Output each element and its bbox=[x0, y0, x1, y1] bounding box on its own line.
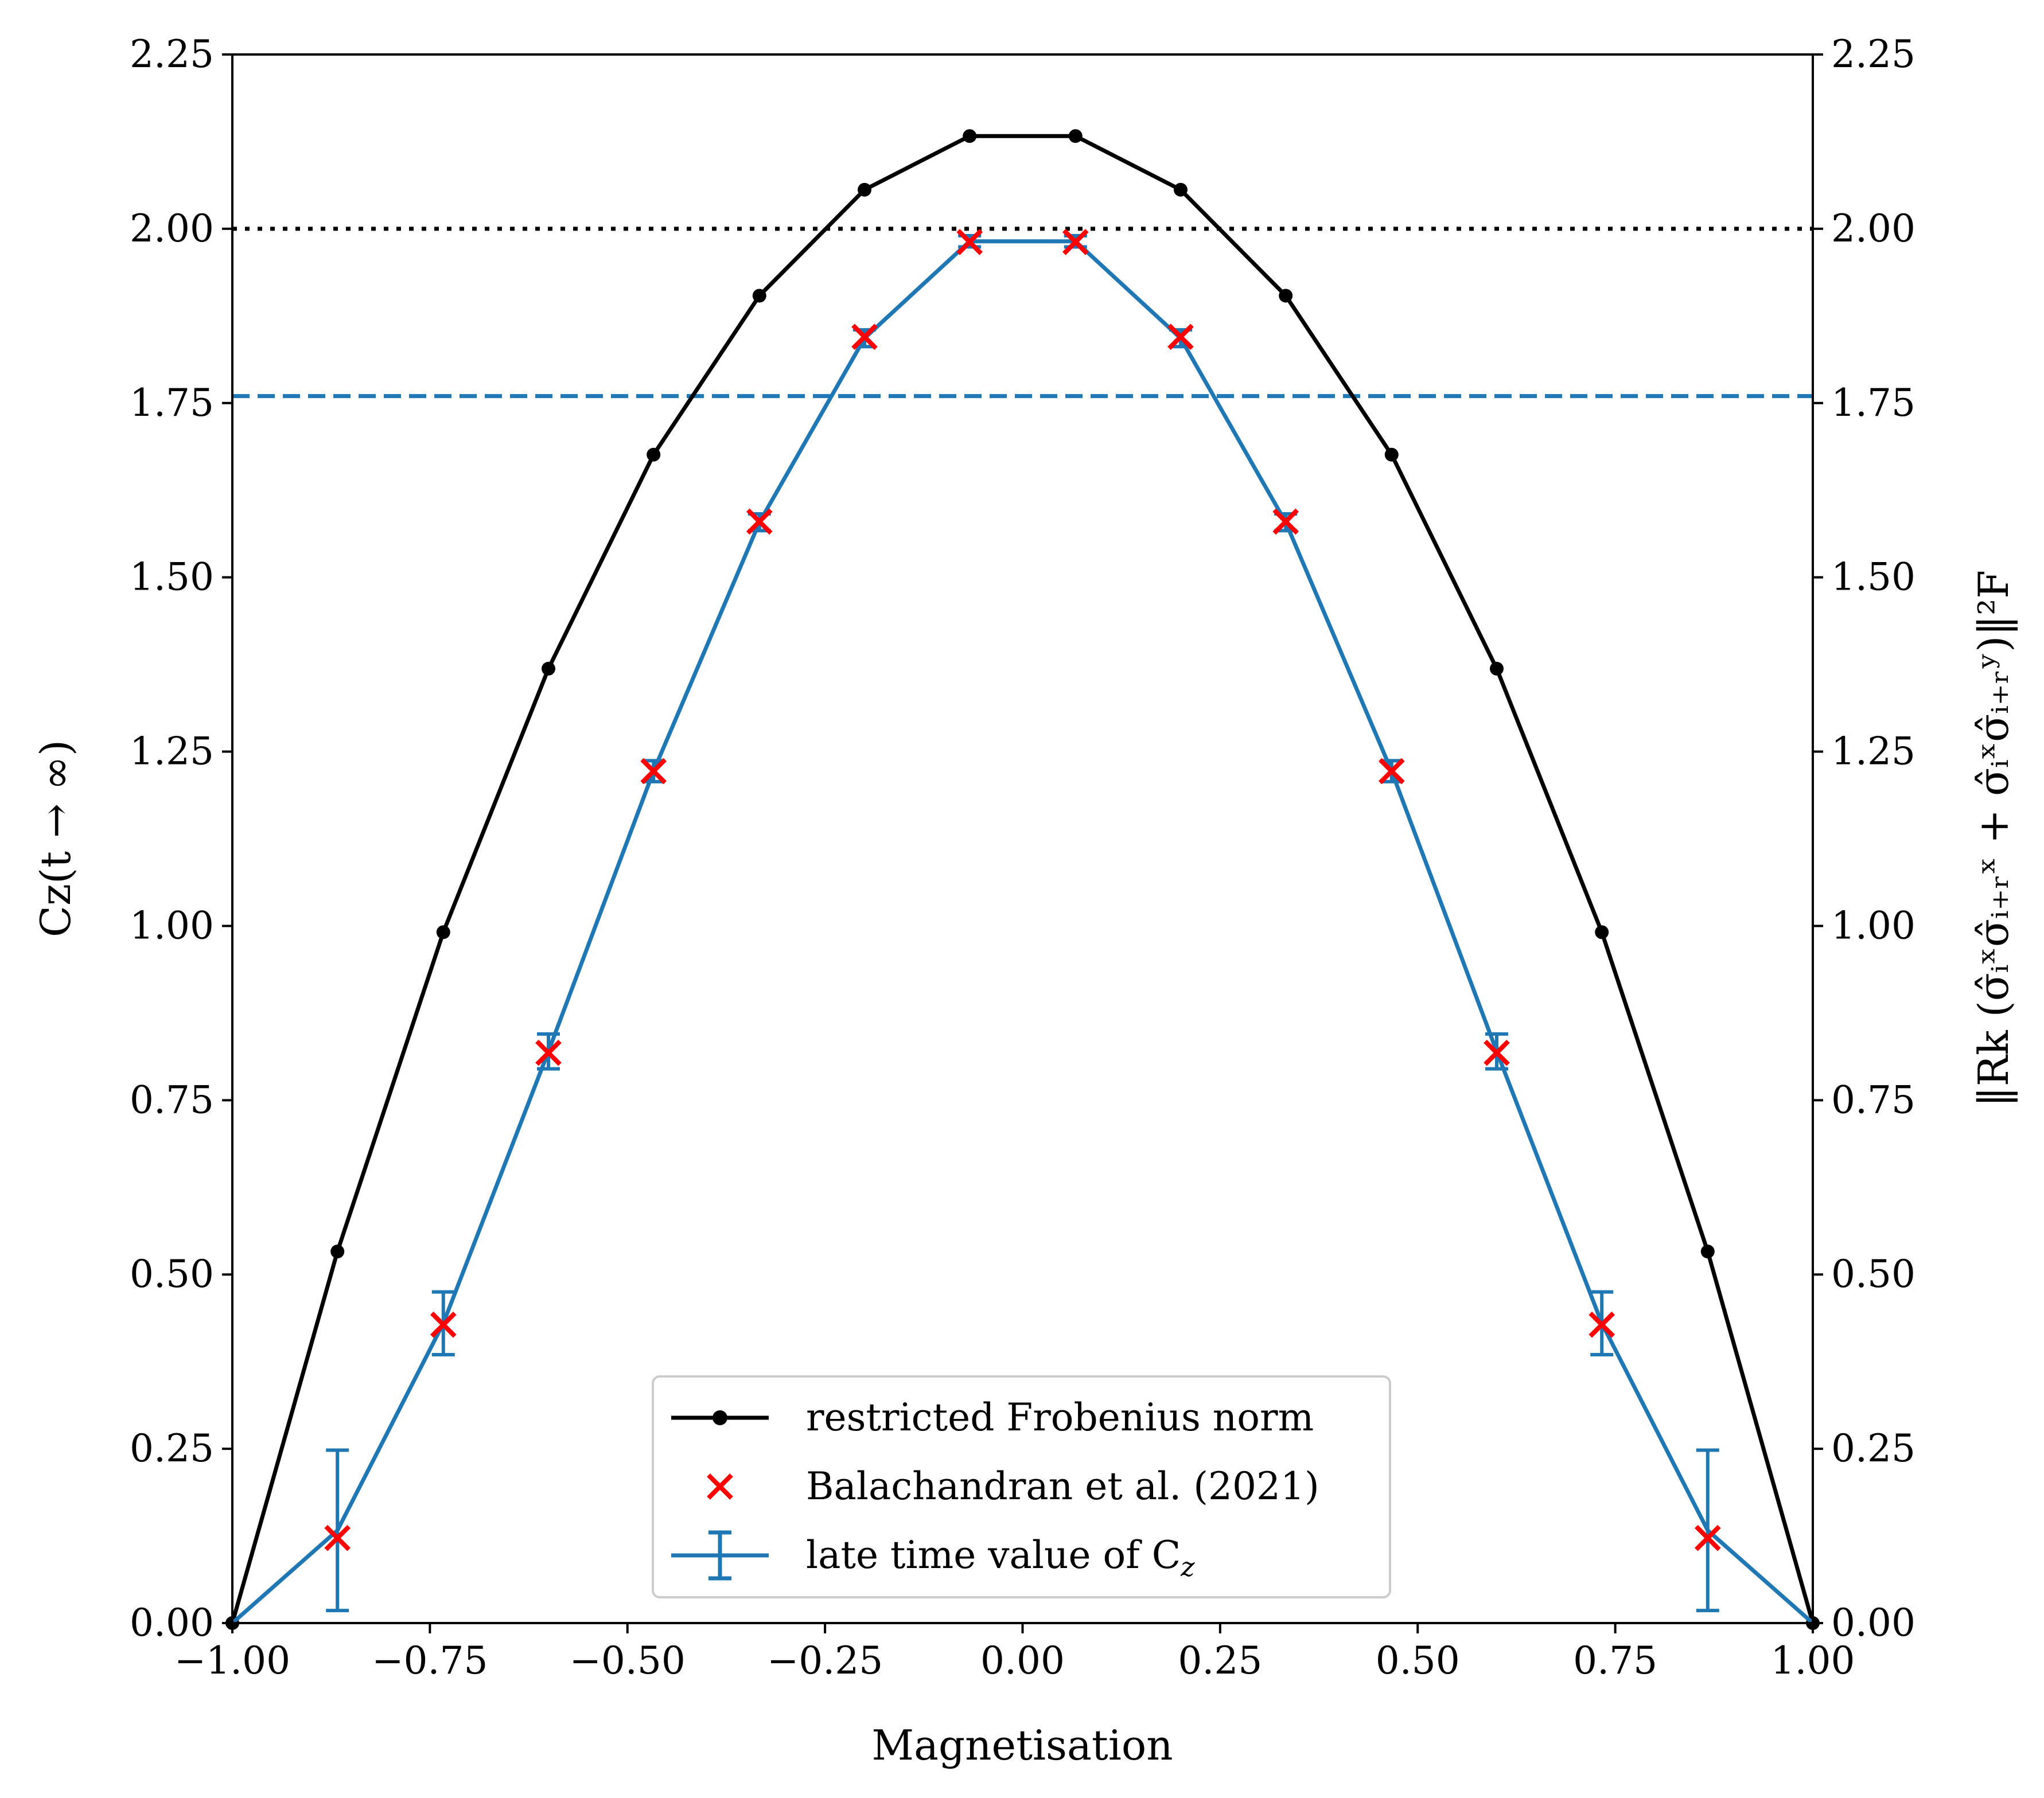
y-tick-label-right-3: 0.75 bbox=[1831, 1078, 1915, 1122]
y-tick-label-left-9: 2.25 bbox=[130, 32, 214, 76]
y-tick-label-left-5: 1.25 bbox=[130, 730, 214, 774]
y-tick-label-left-0: 0.00 bbox=[130, 1601, 214, 1645]
point-frobenius-11 bbox=[1384, 447, 1399, 462]
y-tick-label-left-4: 1.00 bbox=[130, 903, 214, 947]
axis-ticks: −1.00 −0.75 −0.50 −0.25 0.00 0.25 0.50 0.75 1.00… bbox=[130, 32, 1915, 1683]
y-tick-label-left-3: 0.75 bbox=[130, 1078, 214, 1122]
y-tick-label-left-8: 2.00 bbox=[130, 206, 214, 251]
point-balachandran-2 bbox=[535, 1039, 562, 1066]
legend-marker-balachandran bbox=[707, 1473, 733, 1500]
point-frobenius-14 bbox=[1700, 1245, 1715, 1259]
legend-entry-balachandran: Balachandran et al. (2021) bbox=[707, 1464, 1319, 1508]
point-frobenius-1 bbox=[330, 1245, 345, 1259]
point-balachandran-13 bbox=[1694, 1524, 1721, 1551]
point-frobenius-13 bbox=[1595, 925, 1609, 939]
y-tick-label-right-2: 0.50 bbox=[1831, 1252, 1915, 1296]
point-frobenius-2 bbox=[436, 925, 450, 939]
y-axis-right-title: ‖Rk (σ̂ᵢˣσ̂ᵢ₊ᵣˣ + σ̂ᵢˣσ̂ᵢ₊ᵣʸ)‖²F bbox=[1969, 570, 2018, 1107]
legend-marker-frobenius bbox=[713, 1410, 727, 1425]
point-balachandran-5 bbox=[851, 323, 878, 350]
point-balachandran-11 bbox=[1484, 1039, 1510, 1066]
legend: restricted Frobenius norm Balachandran e… bbox=[652, 1375, 1391, 1598]
errorbar-late-time-14 bbox=[1696, 1448, 1719, 1613]
y-tick-label-left-2: 0.50 bbox=[130, 1252, 214, 1296]
series-line-late-time bbox=[231, 239, 1815, 1625]
point-balachandran-3 bbox=[640, 758, 667, 785]
point-frobenius-7 bbox=[963, 129, 977, 143]
x-tick-label-6: 0.50 bbox=[1376, 1639, 1460, 1683]
legend-label-late-time: late time value of Cz bbox=[806, 1533, 1195, 1582]
plot-area bbox=[225, 129, 1820, 1630]
x-tick-label-8: 1.00 bbox=[1771, 1639, 1855, 1683]
x-tick-label-1: −0.75 bbox=[372, 1639, 488, 1683]
x-axis-title: Magnetisation bbox=[871, 1721, 1173, 1769]
point-frobenius-9 bbox=[1174, 182, 1188, 197]
point-frobenius-8 bbox=[1068, 129, 1083, 143]
y-tick-label-right-7: 1.75 bbox=[1831, 381, 1915, 425]
x-tick-label-5: 0.25 bbox=[1178, 1639, 1262, 1683]
y-tick-label-right-0: 0.00 bbox=[1831, 1601, 1915, 1645]
y-tick-label-left-7: 1.75 bbox=[130, 381, 214, 425]
errorbar-late-time-1 bbox=[326, 1448, 349, 1613]
y-tick-label-right-9: 2.25 bbox=[1831, 32, 1915, 76]
point-balachandran-0 bbox=[324, 1524, 351, 1551]
point-balachandran-4 bbox=[746, 508, 773, 535]
y-tick-label-left-6: 1.50 bbox=[130, 555, 214, 599]
point-balachandran-1 bbox=[430, 1311, 457, 1338]
x-tick-label-4: 0.00 bbox=[980, 1639, 1065, 1683]
y-tick-label-left-1: 0.25 bbox=[130, 1426, 214, 1471]
x-tick-label-7: 0.75 bbox=[1573, 1639, 1657, 1683]
point-balachandran-8 bbox=[1167, 323, 1194, 350]
point-frobenius-10 bbox=[1279, 288, 1293, 303]
y-tick-label-right-4: 1.00 bbox=[1831, 903, 1915, 947]
y-tick-label-right-8: 2.00 bbox=[1831, 206, 1915, 251]
y-tick-label-right-5: 1.25 bbox=[1831, 730, 1915, 774]
point-balachandran-10 bbox=[1378, 758, 1405, 785]
legend-entry-frobenius: restricted Frobenius norm bbox=[671, 1395, 1314, 1440]
point-frobenius-5 bbox=[752, 288, 766, 303]
legend-label-balachandran: Balachandran et al. (2021) bbox=[806, 1464, 1319, 1508]
legend-entry-late-time: late time value of Cz bbox=[671, 1530, 1195, 1582]
series-line-frobenius bbox=[230, 134, 1815, 1624]
legend-swatch-late-time bbox=[671, 1530, 769, 1581]
point-frobenius-3 bbox=[542, 661, 555, 676]
point-balachandran-12 bbox=[1589, 1311, 1615, 1338]
y-tick-label-right-1: 0.25 bbox=[1831, 1426, 1915, 1471]
point-frobenius-4 bbox=[647, 447, 661, 462]
x-tick-label-3: −0.25 bbox=[767, 1639, 883, 1683]
x-tick-label-2: −0.50 bbox=[570, 1639, 686, 1683]
legend-label-late-time-sub: z bbox=[1180, 1551, 1195, 1582]
point-balachandran-6 bbox=[956, 229, 983, 255]
point-frobenius-6 bbox=[858, 182, 871, 197]
x-tick-label-0: −1.00 bbox=[174, 1639, 290, 1683]
legend-label-late-time-main: late time value of C bbox=[806, 1533, 1181, 1577]
point-balachandran-9 bbox=[1272, 508, 1299, 535]
y-axis-title: Cz(t → ∞) bbox=[32, 740, 80, 937]
legend-label-frobenius: restricted Frobenius norm bbox=[806, 1395, 1314, 1440]
y-tick-label-right-6: 1.50 bbox=[1831, 555, 1915, 599]
point-balachandran-7 bbox=[1062, 229, 1089, 255]
legend-box bbox=[652, 1375, 1391, 1598]
point-frobenius-12 bbox=[1490, 661, 1504, 676]
